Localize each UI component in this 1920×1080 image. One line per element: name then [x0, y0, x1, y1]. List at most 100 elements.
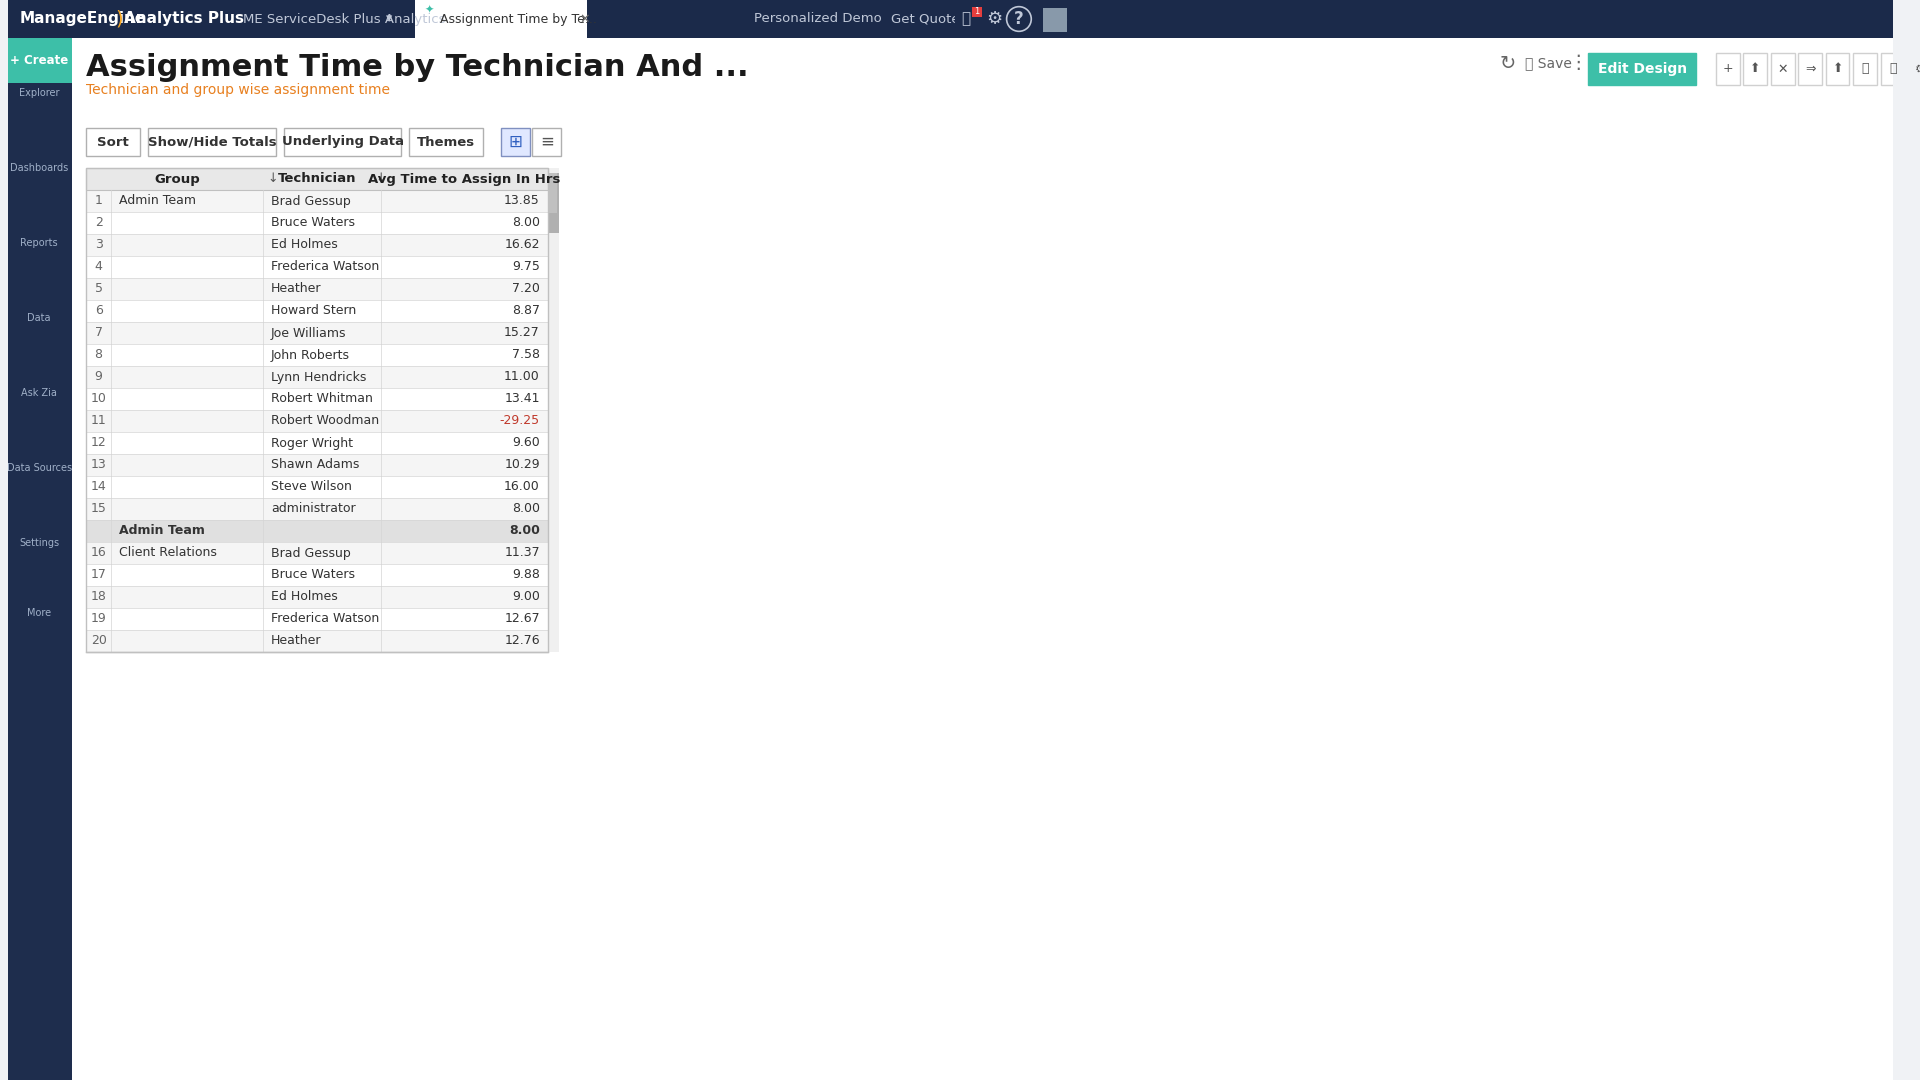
Text: 18: 18 — [90, 591, 106, 604]
Text: 3: 3 — [94, 239, 102, 252]
Bar — [547, 168, 557, 652]
Text: ⬆: ⬆ — [1832, 63, 1843, 76]
Bar — [86, 278, 547, 300]
Bar — [86, 129, 140, 156]
Text: Personalized Demo: Personalized Demo — [755, 13, 881, 26]
Text: ▾: ▾ — [386, 13, 392, 26]
Text: 💾 Save: 💾 Save — [1524, 56, 1571, 70]
Text: Lynn Hendricks: Lynn Hendricks — [271, 370, 367, 383]
Text: John Roberts: John Roberts — [271, 349, 349, 362]
Bar — [8, 38, 71, 1080]
Bar — [86, 234, 547, 256]
Bar — [8, 0, 1893, 38]
Text: 6: 6 — [94, 305, 102, 318]
Text: ↓: ↓ — [376, 173, 386, 186]
Text: ⇒: ⇒ — [1805, 63, 1816, 76]
Text: 15: 15 — [90, 502, 106, 515]
Text: Robert Whitman: Robert Whitman — [271, 392, 372, 405]
Text: ≡: ≡ — [540, 133, 553, 151]
Text: Underlying Data: Underlying Data — [282, 135, 403, 148]
Text: Themes: Themes — [417, 135, 474, 148]
Text: Analytics Plus: Analytics Plus — [123, 12, 244, 27]
Text: Ed Holmes: Ed Holmes — [271, 591, 338, 604]
Text: Show/Hide Totals: Show/Hide Totals — [148, 135, 276, 148]
Text: ManageEngine: ManageEngine — [19, 12, 146, 27]
Text: Frederica Watson: Frederica Watson — [271, 260, 378, 273]
Text: 7: 7 — [94, 326, 102, 339]
Bar — [86, 168, 547, 190]
Text: More: More — [27, 608, 52, 618]
Text: Heather: Heather — [271, 283, 321, 296]
Text: 5: 5 — [94, 283, 102, 296]
Text: Get Quote: Get Quote — [891, 13, 960, 26]
Text: Robert Woodman: Robert Woodman — [271, 415, 378, 428]
Text: 20: 20 — [90, 634, 106, 648]
Text: 17: 17 — [90, 568, 106, 581]
Text: ⚙: ⚙ — [987, 10, 1002, 28]
Text: 16.00: 16.00 — [505, 481, 540, 494]
Text: Explorer: Explorer — [19, 87, 60, 98]
Text: ✕: ✕ — [1778, 63, 1788, 76]
Circle shape — [1043, 8, 1068, 32]
Text: 12: 12 — [90, 436, 106, 449]
Text: + Create: + Create — [10, 54, 69, 67]
Bar — [86, 432, 547, 454]
Bar — [86, 300, 547, 322]
Text: 8.00: 8.00 — [513, 502, 540, 515]
Text: 12.76: 12.76 — [505, 634, 540, 648]
Bar — [1853, 53, 1878, 85]
Bar — [501, 129, 530, 156]
Text: 2: 2 — [94, 216, 102, 230]
Bar — [86, 168, 547, 190]
Text: Admin Team: Admin Team — [119, 525, 205, 538]
Bar — [86, 190, 547, 212]
Bar — [86, 476, 547, 498]
Bar — [972, 6, 981, 17]
Text: ↻: ↻ — [1500, 54, 1517, 72]
Bar — [86, 542, 547, 564]
Text: Shawn Adams: Shawn Adams — [271, 459, 359, 472]
Text: Sort: Sort — [98, 135, 129, 148]
Text: Heather: Heather — [271, 634, 321, 648]
Text: 8: 8 — [94, 349, 102, 362]
Text: 13.41: 13.41 — [505, 392, 540, 405]
Text: Client Relations: Client Relations — [119, 546, 217, 559]
Text: ⊞: ⊞ — [509, 133, 522, 151]
Bar — [86, 608, 547, 630]
Text: -29.25: -29.25 — [499, 415, 540, 428]
Text: Roger Wright: Roger Wright — [271, 436, 353, 449]
Text: Technician and group wise assignment time: Technician and group wise assignment tim… — [86, 83, 390, 97]
Text: Howard Stern: Howard Stern — [271, 305, 355, 318]
Bar — [549, 173, 557, 213]
Text: 13.85: 13.85 — [505, 194, 540, 207]
Text: 11.00: 11.00 — [505, 370, 540, 383]
Text: Brad Gessup: Brad Gessup — [271, 546, 351, 559]
Text: Assignment Time by Technician And ...: Assignment Time by Technician And ... — [86, 53, 749, 82]
Bar — [86, 564, 547, 586]
Text: 9: 9 — [94, 370, 102, 383]
Bar — [86, 410, 547, 432]
Bar — [1743, 53, 1766, 85]
Text: 16.62: 16.62 — [505, 239, 540, 252]
Bar — [1882, 53, 1905, 85]
Text: 💬: 💬 — [1860, 63, 1868, 76]
Bar — [86, 168, 547, 652]
Text: +: + — [1722, 63, 1734, 76]
Text: ?: ? — [1014, 10, 1023, 28]
Text: Bruce Waters: Bruce Waters — [271, 216, 355, 230]
Text: 9.88: 9.88 — [513, 568, 540, 581]
Text: Edit Design: Edit Design — [1597, 62, 1688, 76]
Text: 🔔: 🔔 — [1889, 63, 1897, 76]
Text: 8.00: 8.00 — [509, 525, 540, 538]
Text: 4: 4 — [94, 260, 102, 273]
Bar — [8, 38, 71, 83]
Bar — [86, 498, 547, 519]
Text: 14: 14 — [90, 481, 106, 494]
Text: 12.67: 12.67 — [505, 612, 540, 625]
Bar — [409, 129, 484, 156]
Text: Avg Time to Assign In Hrs: Avg Time to Assign In Hrs — [369, 173, 561, 186]
Bar — [1716, 53, 1740, 85]
Text: 8.00: 8.00 — [513, 216, 540, 230]
Text: Frederica Watson: Frederica Watson — [271, 612, 378, 625]
Text: 11.37: 11.37 — [505, 546, 540, 559]
